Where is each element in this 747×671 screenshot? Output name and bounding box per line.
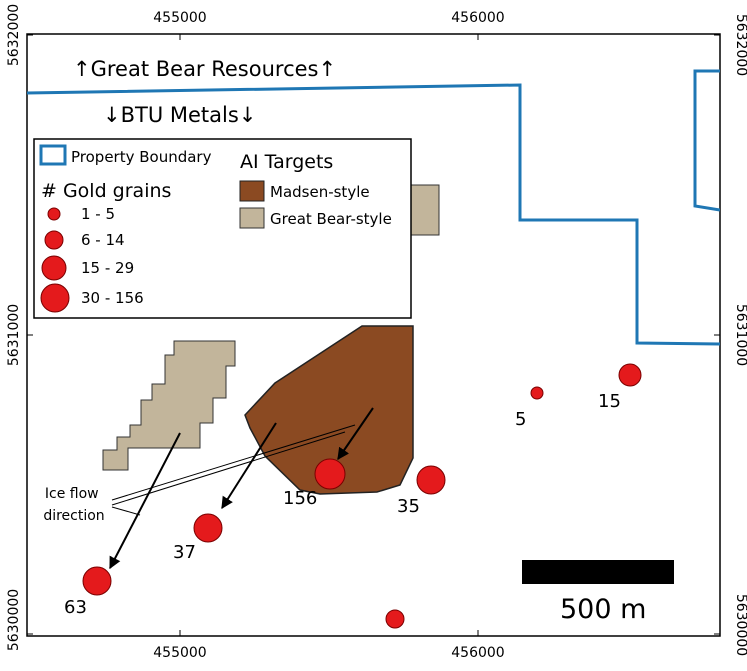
scale-bar <box>522 560 674 584</box>
ice-flow-leader-line <box>111 506 141 516</box>
sample-label-63: 63 <box>64 597 87 618</box>
ice-flow-label: Ice flow direction <box>43 486 104 524</box>
scale-bar-label: 500 m <box>560 594 646 625</box>
ice-flow-leader-line <box>111 431 346 506</box>
gold-sample-5 <box>530 386 544 400</box>
legend-gold-symbol-1 <box>47 207 61 221</box>
gold-sample-unlabeled <box>385 609 405 629</box>
sample-label-37: 37 <box>173 542 196 563</box>
gold-sample-15 <box>618 363 642 387</box>
madsen-style-target-polygon <box>244 325 414 495</box>
property-boundary-line-east <box>693 69 720 212</box>
legend-targets-heading: AI Targets <box>240 151 333 173</box>
sample-label-5: 5 <box>515 409 526 430</box>
ice-flow-arrow <box>109 432 181 570</box>
ice-flow-arrow <box>221 422 277 510</box>
legend-gold-class-1: 1 - 5 <box>81 205 115 223</box>
legend-box <box>33 138 412 319</box>
x-tick-label-top: 456000 <box>451 10 504 26</box>
y-tick-label-left: 5630000 <box>6 589 22 651</box>
sample-label-156: 156 <box>283 488 317 509</box>
gold-sample-156 <box>314 458 346 490</box>
legend-madsen-label: Madsen-style <box>270 183 370 201</box>
y-tick-label-right: 5632000 <box>733 14 747 76</box>
region-label-north: ↑Great Bear Resources↑ <box>73 57 336 81</box>
legend-boundary-label: Property Boundary <box>71 148 212 166</box>
legend-boundary-swatch <box>39 144 67 166</box>
legend-great-bear-swatch <box>239 207 265 229</box>
great-bear-style-target-polygon-north <box>407 184 440 236</box>
gold-sample-63 <box>82 566 112 596</box>
x-tick-label-top: 455000 <box>153 10 206 26</box>
legend-gold-symbol-3 <box>41 255 67 281</box>
legend-gold-class-3: 15 - 29 <box>81 259 134 277</box>
axis-ticks <box>27 34 720 636</box>
y-tick-label-left: 5631000 <box>6 304 22 366</box>
y-tick-label-right: 5630000 <box>733 594 747 656</box>
ice-flow-arrow <box>337 407 374 460</box>
y-tick-label-left: 5632000 <box>6 4 22 66</box>
x-tick-label-bottom: 456000 <box>451 645 504 661</box>
legend: Property Boundary # Gold grains 1 - 5 6 … <box>33 138 412 319</box>
gold-sample-35 <box>416 465 446 495</box>
x-tick-label-bottom: 455000 <box>153 645 206 661</box>
legend-gold-heading: # Gold grains <box>41 180 171 202</box>
legend-madsen-swatch <box>239 180 265 202</box>
ice-flow-leader-line <box>111 424 356 501</box>
y-tick-label-right: 5631000 <box>733 304 747 366</box>
legend-great-bear-label: Great Bear-style <box>270 210 392 228</box>
legend-gold-symbol-2 <box>44 230 64 250</box>
property-boundary-line <box>27 83 720 346</box>
great-bear-style-target-polygon <box>102 340 236 471</box>
legend-gold-class-2: 6 - 14 <box>81 231 125 249</box>
legend-gold-symbol-4 <box>40 283 70 313</box>
gold-sample-37 <box>193 513 223 543</box>
legend-gold-class-4: 30 - 156 <box>81 289 144 307</box>
sample-label-15: 15 <box>598 391 621 412</box>
region-label-south: ↓BTU Metals↓ <box>103 103 256 127</box>
sample-label-35: 35 <box>397 496 420 517</box>
